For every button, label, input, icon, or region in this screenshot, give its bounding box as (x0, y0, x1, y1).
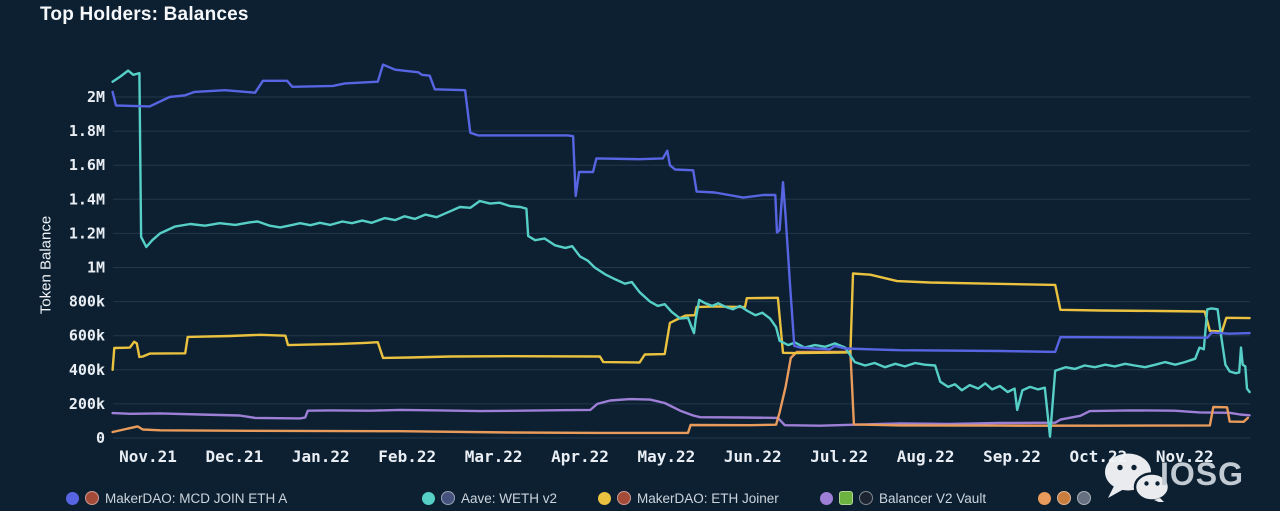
series-line-series-5-obscured (111, 350, 1250, 435)
iosg-logo-text: IOSG (1160, 456, 1245, 492)
legend-item-balancer-v2-vault[interactable]: Balancer V2 Vault (820, 491, 986, 506)
series-line-makerdao-eth-joiner (111, 272, 1251, 371)
y-tick-label: 2M (87, 88, 105, 106)
wechat-icon (1105, 453, 1171, 502)
legend-label: Aave: WETH v2 (461, 491, 558, 506)
legend-dot-5 (1038, 492, 1051, 505)
page-title: Top Holders: Balances (40, 4, 249, 25)
balancer-token-icon (859, 491, 873, 505)
token-icon (1057, 491, 1071, 505)
y-tick-label: 1.2M (69, 224, 105, 242)
legend-item-makerdao-eth-joiner[interactable]: MakerDAO: ETH Joiner (598, 491, 779, 506)
legend-label: Balancer V2 Vault (879, 491, 987, 506)
x-tick-label: Apr.22 (551, 447, 609, 466)
legend-label: MakerDAO: ETH Joiner (637, 491, 779, 506)
x-tick-label: Sep.22 (983, 447, 1041, 466)
legend-item-aave-weth-v2[interactable]: Aave: WETH v2 (422, 491, 557, 506)
x-tick-label: Jan.22 (292, 447, 350, 466)
y-tick-label: 400k (69, 361, 105, 379)
maker-token-icon (617, 491, 631, 505)
legend-item-makerdao-mcd-join-eth-a[interactable]: MakerDAO: MCD JOIN ETH A (66, 491, 287, 506)
iosg-watermark: IOSG (1100, 450, 1260, 502)
x-tick-label: Mar.22 (465, 447, 523, 466)
y-tick-label: 800k (69, 293, 105, 311)
token-icon (1077, 491, 1091, 505)
series-line-aave-weth-v2 (111, 69, 1251, 438)
legend-dot-1 (66, 492, 79, 505)
x-tick-label: Jul.22 (810, 447, 868, 466)
x-tick-label: Jun.22 (724, 447, 782, 466)
y-tick-label: 600k (69, 327, 105, 345)
legend-dot-2 (422, 492, 435, 505)
aave-token-icon (441, 491, 455, 505)
y-tick-label: 1.4M (69, 190, 105, 208)
x-tick-label: Aug.22 (897, 447, 955, 466)
y-tick-label: 1M (87, 259, 105, 277)
chart-legend: MakerDAO: MCD JOIN ETH A Aave: WETH v2 M… (0, 491, 1280, 511)
x-tick-label: Nov.21 (119, 447, 177, 466)
y-tick-label: 0 (96, 429, 105, 447)
legend-dot-4 (820, 492, 833, 505)
legend-dot-3 (598, 492, 611, 505)
legend-item-obscured[interactable] (1038, 491, 1097, 505)
y-tick-label: 200k (69, 395, 105, 413)
green-token-icon (839, 491, 853, 505)
series-line-makerdao-mcd-join-eth-a (111, 63, 1251, 354)
x-tick-label: Feb.22 (378, 447, 436, 466)
y-tick-label: 1.8M (69, 122, 105, 140)
x-tick-label: May.22 (638, 447, 696, 466)
series-line-balancer-v2-vault (111, 397, 1251, 427)
x-tick-label: Nov.22 (1156, 447, 1214, 466)
y-tick-label: 1.6M (69, 156, 105, 174)
x-tick-label: Dec.21 (206, 447, 264, 466)
legend-label: MakerDAO: MCD JOIN ETH A (105, 491, 288, 506)
maker-token-icon (85, 491, 99, 505)
